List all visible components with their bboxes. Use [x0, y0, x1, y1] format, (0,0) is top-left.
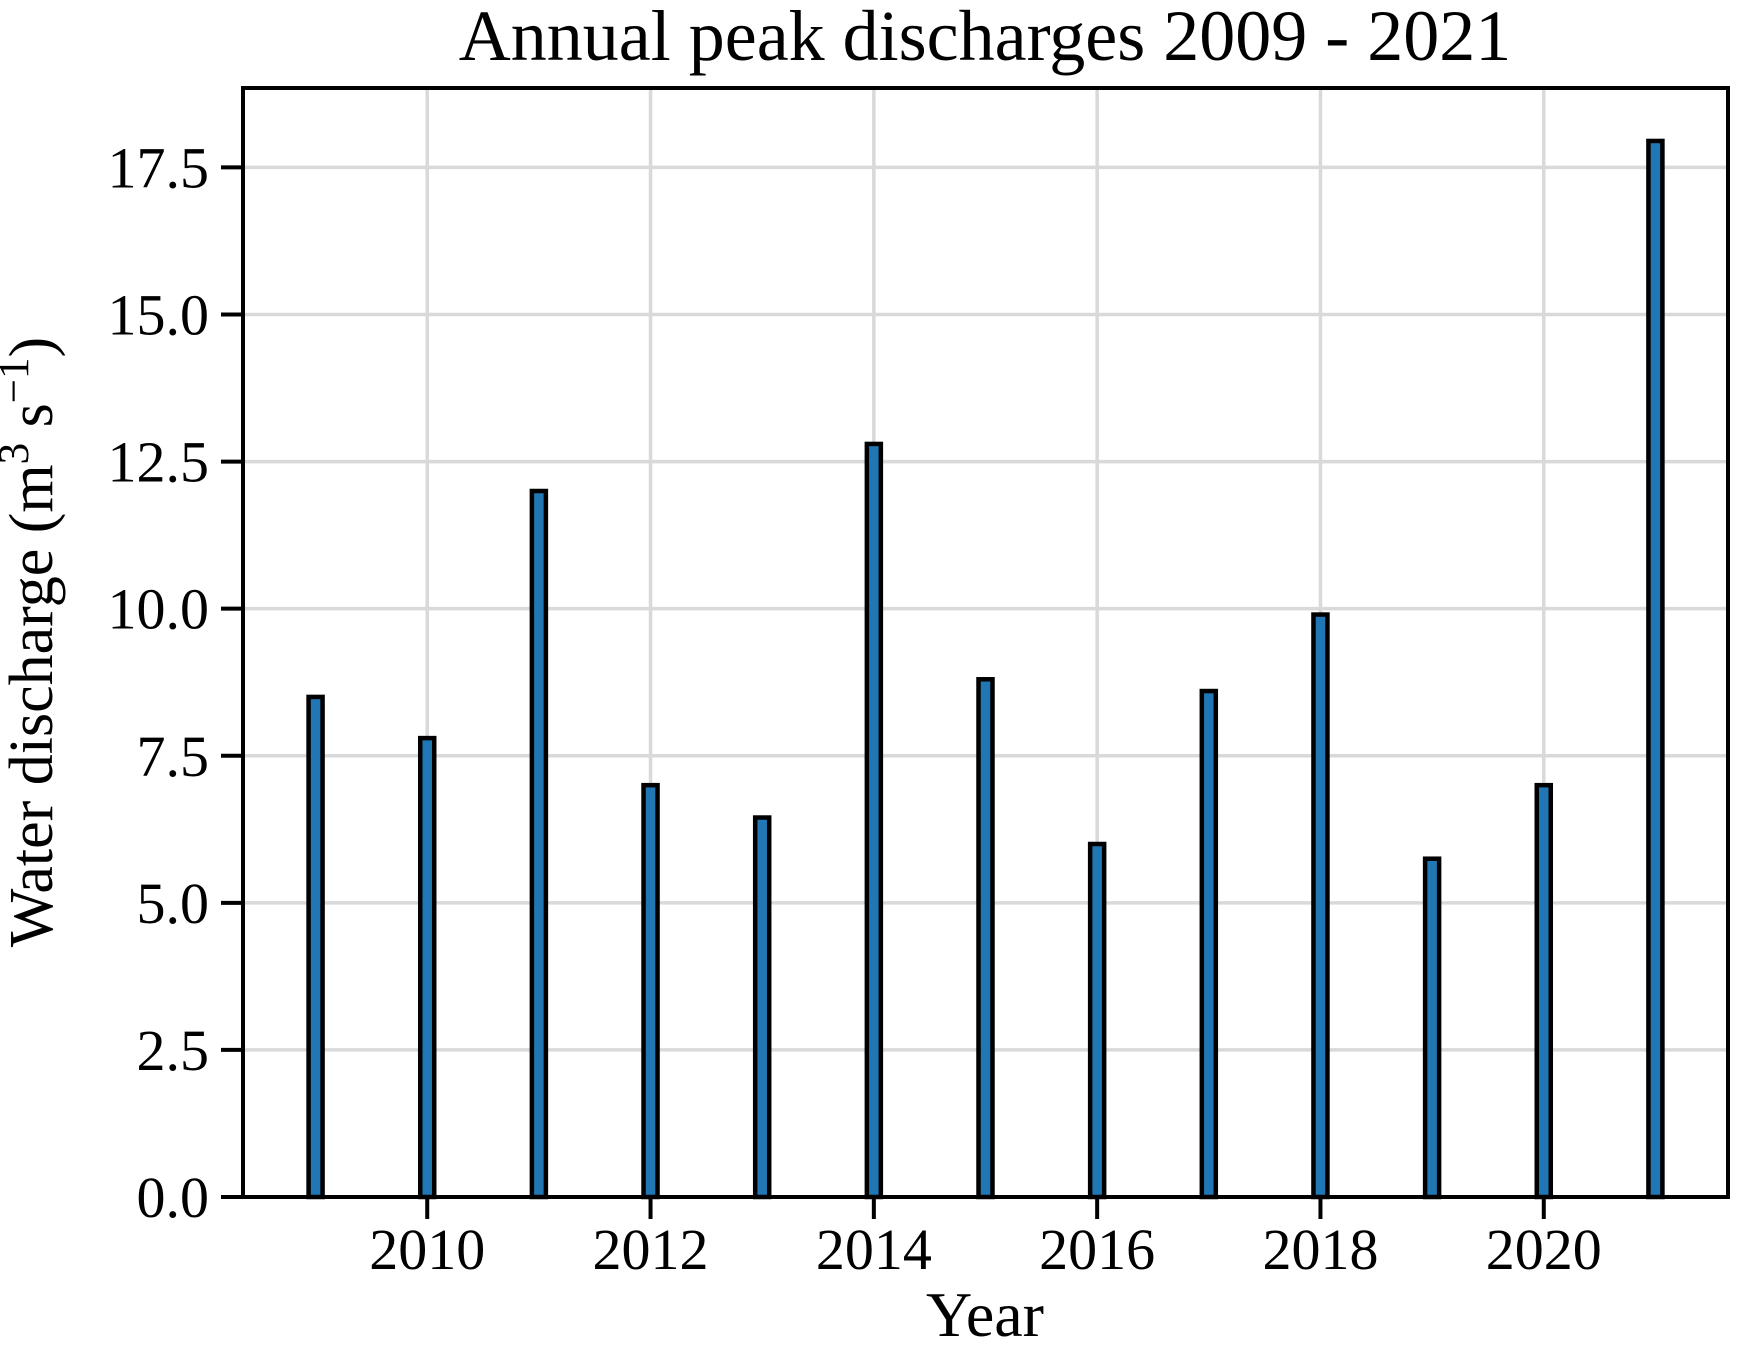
x-tick-label: 2016: [1039, 1217, 1155, 1282]
x-tick-label: 2012: [593, 1217, 709, 1282]
bar-2019: [1422, 856, 1442, 1200]
y-tick-label: 12.5: [108, 430, 210, 495]
bar-2011: [529, 488, 549, 1200]
tick-label-layer: 0.0 2.5 5.0 7.5 10.0 12.5 15.0 17.5 2010 2012 2014…: [108, 135, 1602, 1282]
y-axis-label-superscript: −1: [0, 357, 38, 403]
bar-2015: [976, 677, 995, 1200]
y-tick-label: 5.0: [137, 871, 210, 936]
bar-2018: [1311, 612, 1330, 1200]
bar-2016: [1087, 841, 1107, 1200]
tick-layer: [221, 165, 1546, 1219]
y-tick-label: 10.0: [108, 577, 210, 642]
y-axis-label-part: Water discharge (m: [0, 464, 66, 947]
y-tick-label: 2.5: [137, 1018, 210, 1083]
bar-2010: [417, 735, 437, 1200]
bar-2012: [641, 782, 660, 1200]
x-tick-label: 2010: [369, 1217, 485, 1282]
bar-2014: [864, 441, 884, 1200]
y-tick-label: 0.0: [137, 1165, 210, 1230]
x-axis-label: Year: [926, 1279, 1044, 1348]
bar-2020: [1534, 782, 1554, 1200]
bar-2009: [306, 694, 325, 1200]
y-tick-label: 7.5: [137, 724, 210, 789]
bar-2013: [752, 815, 772, 1200]
y-tick-label: 17.5: [108, 135, 210, 200]
y-tick-label: 15.0: [108, 283, 210, 348]
y-axis-label-part: s: [0, 403, 66, 443]
x-tick-label: 2018: [1262, 1217, 1378, 1282]
x-tick-label: 2020: [1486, 1217, 1602, 1282]
bar-2017: [1199, 688, 1219, 1200]
y-axis-label: Water discharge (m3 s−1): [0, 337, 66, 947]
x-tick-label: 2014: [816, 1217, 932, 1282]
chart-title: Annual peak discharges 2009 - 2021: [459, 0, 1511, 76]
y-axis-label-superscript: 3: [0, 443, 38, 465]
axes-border: [241, 86, 1730, 1199]
y-axis-label-part: ): [0, 337, 66, 358]
bar-2021: [1646, 138, 1665, 1200]
